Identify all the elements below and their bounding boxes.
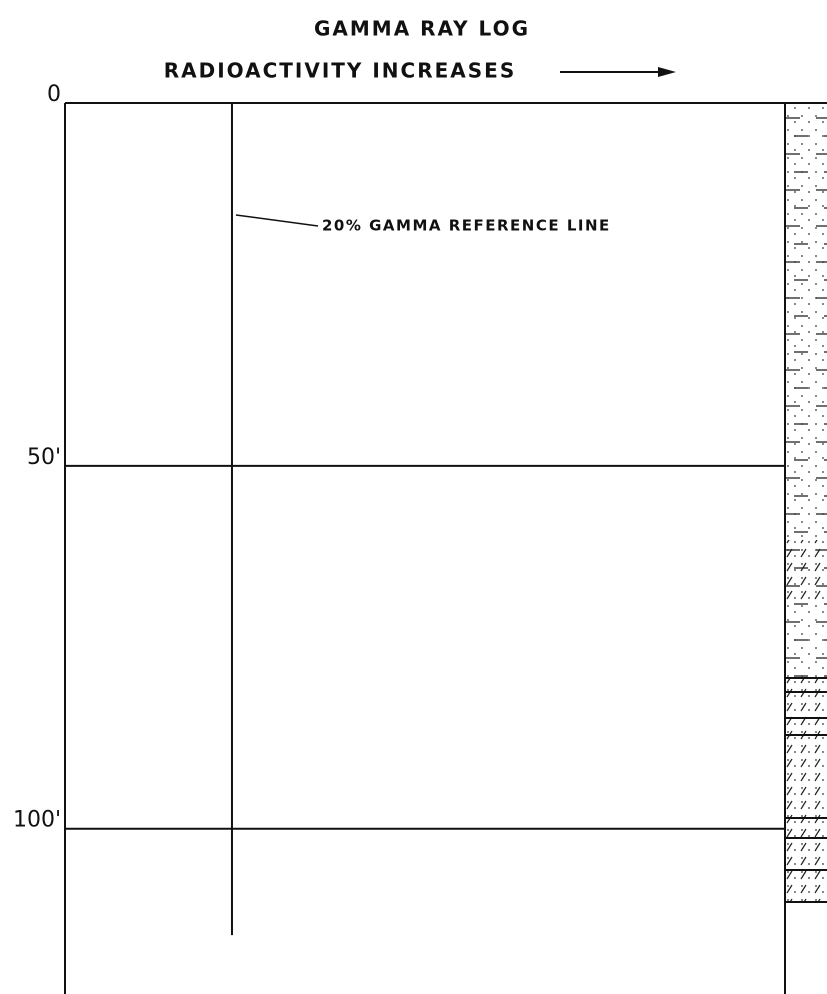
y-tick-label: 0 [47,82,61,107]
y-tick-label: 100' [13,808,61,833]
chart-title: GAMMA RAY LOG [314,17,530,41]
plot-frame [64,102,827,994]
arrow [560,67,676,77]
chart-subtitle: RADIOACTIVITY INCREASES [164,59,517,83]
y-tick-label: 50' [27,445,61,470]
annotation-leader [235,214,319,227]
reference-label: 20% GAMMA REFERENCE LINE [322,217,611,235]
lithology-column [785,103,827,903]
